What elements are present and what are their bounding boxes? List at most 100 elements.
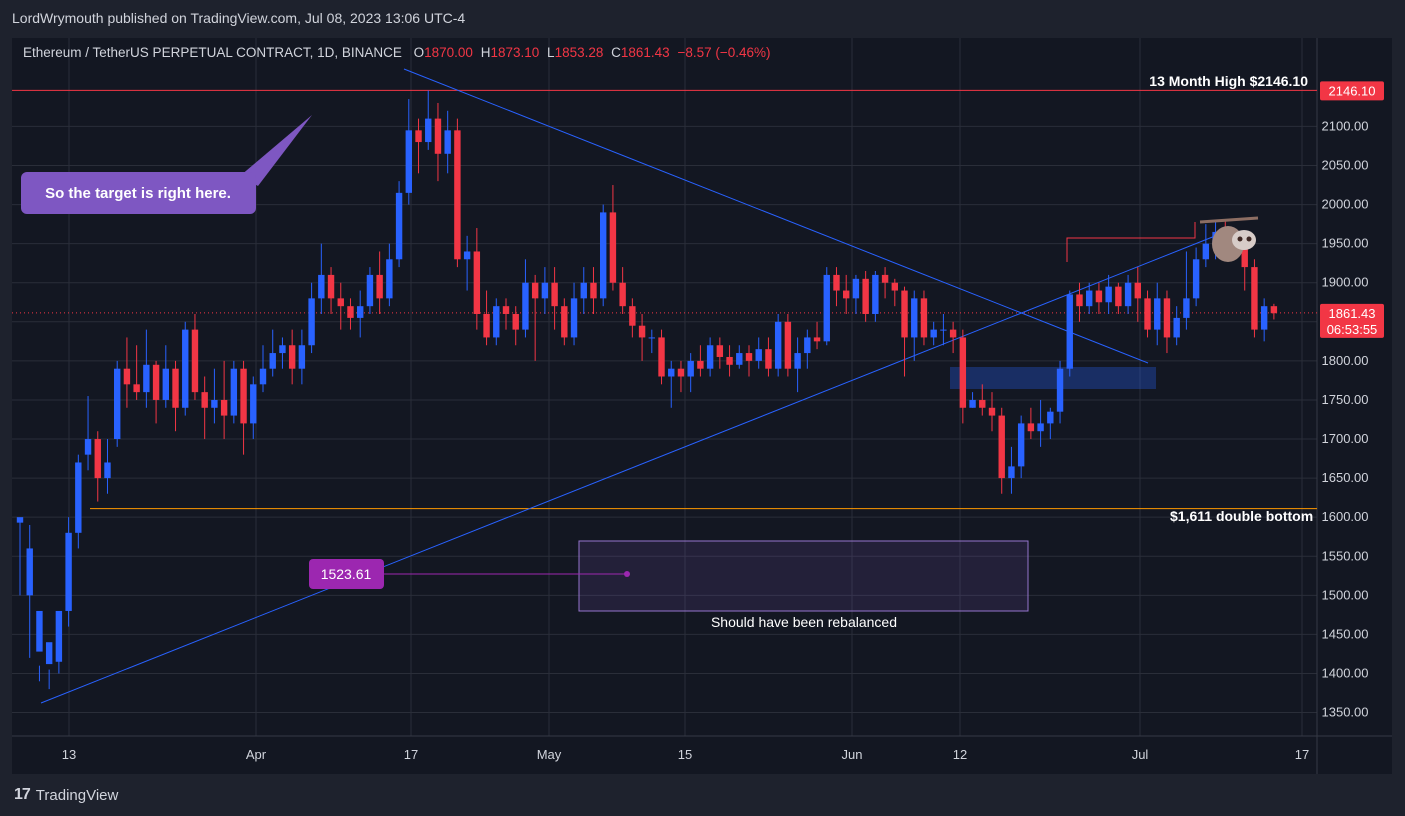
candle-body xyxy=(823,274,830,342)
high-price-tag-text: 2146.10 xyxy=(1329,83,1376,98)
candle xyxy=(531,274,539,361)
x-tick-label: Jul xyxy=(1132,747,1149,762)
candle xyxy=(677,360,685,393)
candle xyxy=(570,282,578,346)
candle-body xyxy=(949,329,957,338)
low-value: 1853.28 xyxy=(554,45,604,60)
y-tick-label: 1750.00 xyxy=(1322,392,1369,407)
candle xyxy=(940,313,947,346)
x-tick-label: 15 xyxy=(678,747,692,762)
candle xyxy=(259,345,267,393)
candle-body xyxy=(1163,298,1171,338)
candle-body xyxy=(1270,306,1278,314)
brand-name: TradingView xyxy=(35,786,119,804)
candle xyxy=(415,118,422,174)
candle-body xyxy=(881,274,889,283)
candle-body xyxy=(1047,411,1054,424)
candle-body xyxy=(930,329,937,338)
sloth-face xyxy=(1232,230,1256,250)
price-label-box xyxy=(309,559,384,589)
candle xyxy=(590,267,597,314)
candle-body xyxy=(706,345,714,369)
candle-body xyxy=(152,364,160,400)
candle-body xyxy=(658,337,665,377)
candle xyxy=(736,345,743,369)
candle-body xyxy=(36,610,43,652)
y-tick-label: 1650.00 xyxy=(1322,470,1369,485)
candle-body xyxy=(561,306,568,338)
x-tick-label: Apr xyxy=(246,747,267,762)
candle-body xyxy=(201,392,208,408)
x-tick-label: 12 xyxy=(953,747,967,762)
callout-bubble xyxy=(21,172,256,214)
price-label-text: 1523.61 xyxy=(321,566,372,582)
open-value: 1870.00 xyxy=(424,45,473,60)
y-tick-label: 1550.00 xyxy=(1322,548,1369,563)
candle xyxy=(201,376,208,440)
candle-body xyxy=(1154,298,1161,330)
candle-body xyxy=(1202,243,1210,260)
high-price-tag: 2146.10 xyxy=(1320,81,1384,101)
candle xyxy=(318,243,325,314)
candle-body xyxy=(755,349,762,361)
candle xyxy=(629,298,636,338)
tradingview-logo[interactable]: 17 TradingView xyxy=(14,786,118,804)
candle-body xyxy=(648,337,655,339)
candle xyxy=(1095,282,1103,314)
y-tick-label: 1600.00 xyxy=(1322,509,1369,524)
candle-body xyxy=(318,274,325,299)
candle-body xyxy=(891,282,898,291)
candle xyxy=(949,321,957,354)
candle-body xyxy=(220,399,228,416)
candle xyxy=(979,384,986,416)
candle-body xyxy=(1183,298,1190,318)
candle-body xyxy=(1124,282,1132,307)
candle xyxy=(765,337,772,377)
candle xyxy=(852,274,860,314)
ascending-trendline xyxy=(40,235,1216,704)
current-price-tag-text: 1861.43 xyxy=(1329,306,1376,321)
candle xyxy=(911,290,918,361)
candle xyxy=(1260,298,1268,342)
candle xyxy=(794,337,801,393)
candle-body xyxy=(1076,294,1083,307)
y-tick-label: 1900.00 xyxy=(1322,275,1369,290)
candle-body xyxy=(1105,286,1112,303)
candle-body xyxy=(697,360,704,369)
candle xyxy=(191,313,199,400)
candle-body xyxy=(531,282,539,299)
y-tick-label: 2100.00 xyxy=(1322,118,1369,133)
candle xyxy=(250,376,257,440)
candle-body xyxy=(726,356,733,365)
candle xyxy=(823,267,830,346)
candle-body xyxy=(395,192,403,260)
candle-body xyxy=(512,313,519,330)
candle-body xyxy=(570,298,578,338)
candle xyxy=(75,454,82,549)
y-tick-label: 1400.00 xyxy=(1322,665,1369,680)
candle-body xyxy=(1056,368,1064,412)
candle xyxy=(26,524,33,658)
candle xyxy=(162,345,169,408)
candle-body xyxy=(1192,259,1200,299)
price-label-dot xyxy=(624,571,630,577)
candle xyxy=(1066,290,1073,377)
candle xyxy=(901,286,908,377)
symbol-legend[interactable]: Ethereum / TetherUS PERPETUAL CONTRACT, … xyxy=(23,45,771,60)
rebalance-text: Should have been rebalanced xyxy=(711,614,897,630)
candle-body xyxy=(794,353,801,369)
callout-pointer xyxy=(240,115,312,186)
candle xyxy=(998,407,1005,494)
candle-body xyxy=(541,282,549,299)
candle-body xyxy=(1144,298,1151,330)
close-value: 1861.43 xyxy=(620,45,670,60)
current-price-tag-text: 06:53:55 xyxy=(1327,322,1378,337)
y-tick-label: 1700.00 xyxy=(1322,431,1369,446)
candle xyxy=(182,321,189,416)
candle xyxy=(405,99,412,205)
top-bar: LordWrymouth published on TradingView.co… xyxy=(0,0,1405,38)
candle xyxy=(1251,259,1258,338)
low-label: L xyxy=(547,45,555,60)
